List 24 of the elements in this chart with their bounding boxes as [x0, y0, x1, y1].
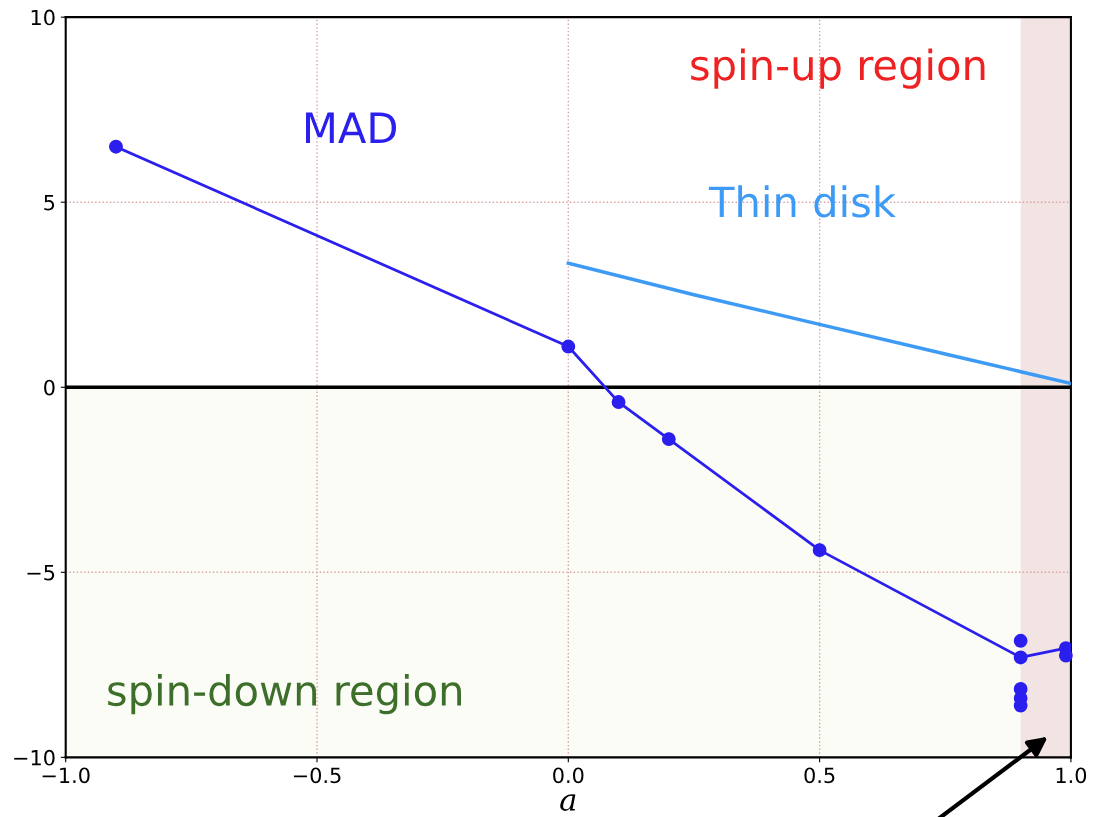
y-tick-label: 10 [31, 9, 55, 26]
y-tick-label: 5 [44, 194, 55, 211]
x-tick-label: −0.5 [293, 767, 341, 784]
x-tick-label: 1.0 [1056, 767, 1087, 784]
point [661, 432, 676, 447]
point [1058, 648, 1073, 663]
y-tick-label: −10 [14, 749, 55, 766]
y-tick-label: −5 [27, 565, 55, 581]
x-tick-label: 0.0 [553, 767, 584, 784]
x-tick-label: 0.5 [804, 767, 835, 784]
point [109, 139, 123, 154]
x-axis-title: a [560, 794, 576, 811]
line-series [566, 261, 1071, 386]
series-label: Thin disk [708, 185, 896, 218]
annotation: spin-down region [108, 673, 461, 715]
series-label: MAD [306, 112, 396, 143]
annotation: spin-up region [691, 48, 985, 89]
point [1013, 633, 1028, 648]
point [611, 395, 626, 410]
point [561, 339, 576, 354]
y-tick-label: 0 [44, 379, 55, 396]
point [1013, 650, 1028, 665]
x-tick-label: −1.0 [42, 767, 90, 784]
point [812, 543, 827, 558]
